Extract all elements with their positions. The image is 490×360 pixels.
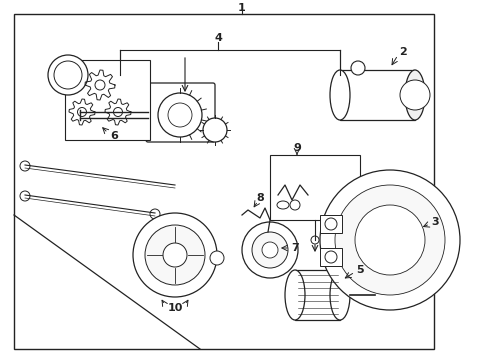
- Ellipse shape: [330, 70, 350, 120]
- Text: 9: 9: [293, 143, 301, 153]
- Bar: [65, 60, 150, 140]
- Circle shape: [168, 103, 192, 127]
- Bar: [320, 215, 342, 233]
- Text: 10: 10: [167, 303, 183, 313]
- Bar: [320, 248, 342, 266]
- Circle shape: [290, 200, 300, 210]
- Text: 5: 5: [356, 265, 364, 275]
- Ellipse shape: [285, 270, 305, 320]
- Bar: [14, 14, 434, 349]
- Circle shape: [210, 251, 224, 265]
- Ellipse shape: [277, 201, 289, 209]
- Circle shape: [163, 243, 187, 267]
- Circle shape: [133, 213, 217, 297]
- Text: 6: 6: [110, 131, 118, 141]
- Circle shape: [20, 191, 30, 201]
- Ellipse shape: [405, 70, 425, 120]
- Text: 4: 4: [214, 33, 222, 43]
- Circle shape: [371, 291, 379, 299]
- Bar: [295, 270, 340, 320]
- Circle shape: [355, 205, 425, 275]
- Text: 1: 1: [238, 3, 246, 13]
- Circle shape: [325, 218, 337, 230]
- Bar: [340, 70, 415, 120]
- Circle shape: [320, 170, 460, 310]
- Bar: [270, 155, 360, 220]
- Circle shape: [252, 232, 288, 268]
- Circle shape: [158, 93, 202, 137]
- Circle shape: [48, 55, 88, 95]
- Circle shape: [351, 61, 365, 75]
- Text: 8: 8: [256, 193, 264, 203]
- FancyBboxPatch shape: [146, 83, 215, 142]
- Ellipse shape: [330, 270, 350, 320]
- Text: 7: 7: [291, 243, 299, 253]
- Circle shape: [242, 222, 298, 278]
- Circle shape: [54, 61, 82, 89]
- Circle shape: [335, 185, 445, 295]
- Circle shape: [20, 161, 30, 171]
- Text: 2: 2: [399, 47, 407, 57]
- Circle shape: [145, 225, 205, 285]
- Circle shape: [325, 251, 337, 263]
- Circle shape: [263, 230, 273, 240]
- Text: 3: 3: [431, 217, 439, 227]
- Circle shape: [203, 118, 227, 142]
- Circle shape: [262, 242, 278, 258]
- Circle shape: [400, 80, 430, 110]
- Circle shape: [311, 236, 319, 244]
- Circle shape: [150, 209, 160, 219]
